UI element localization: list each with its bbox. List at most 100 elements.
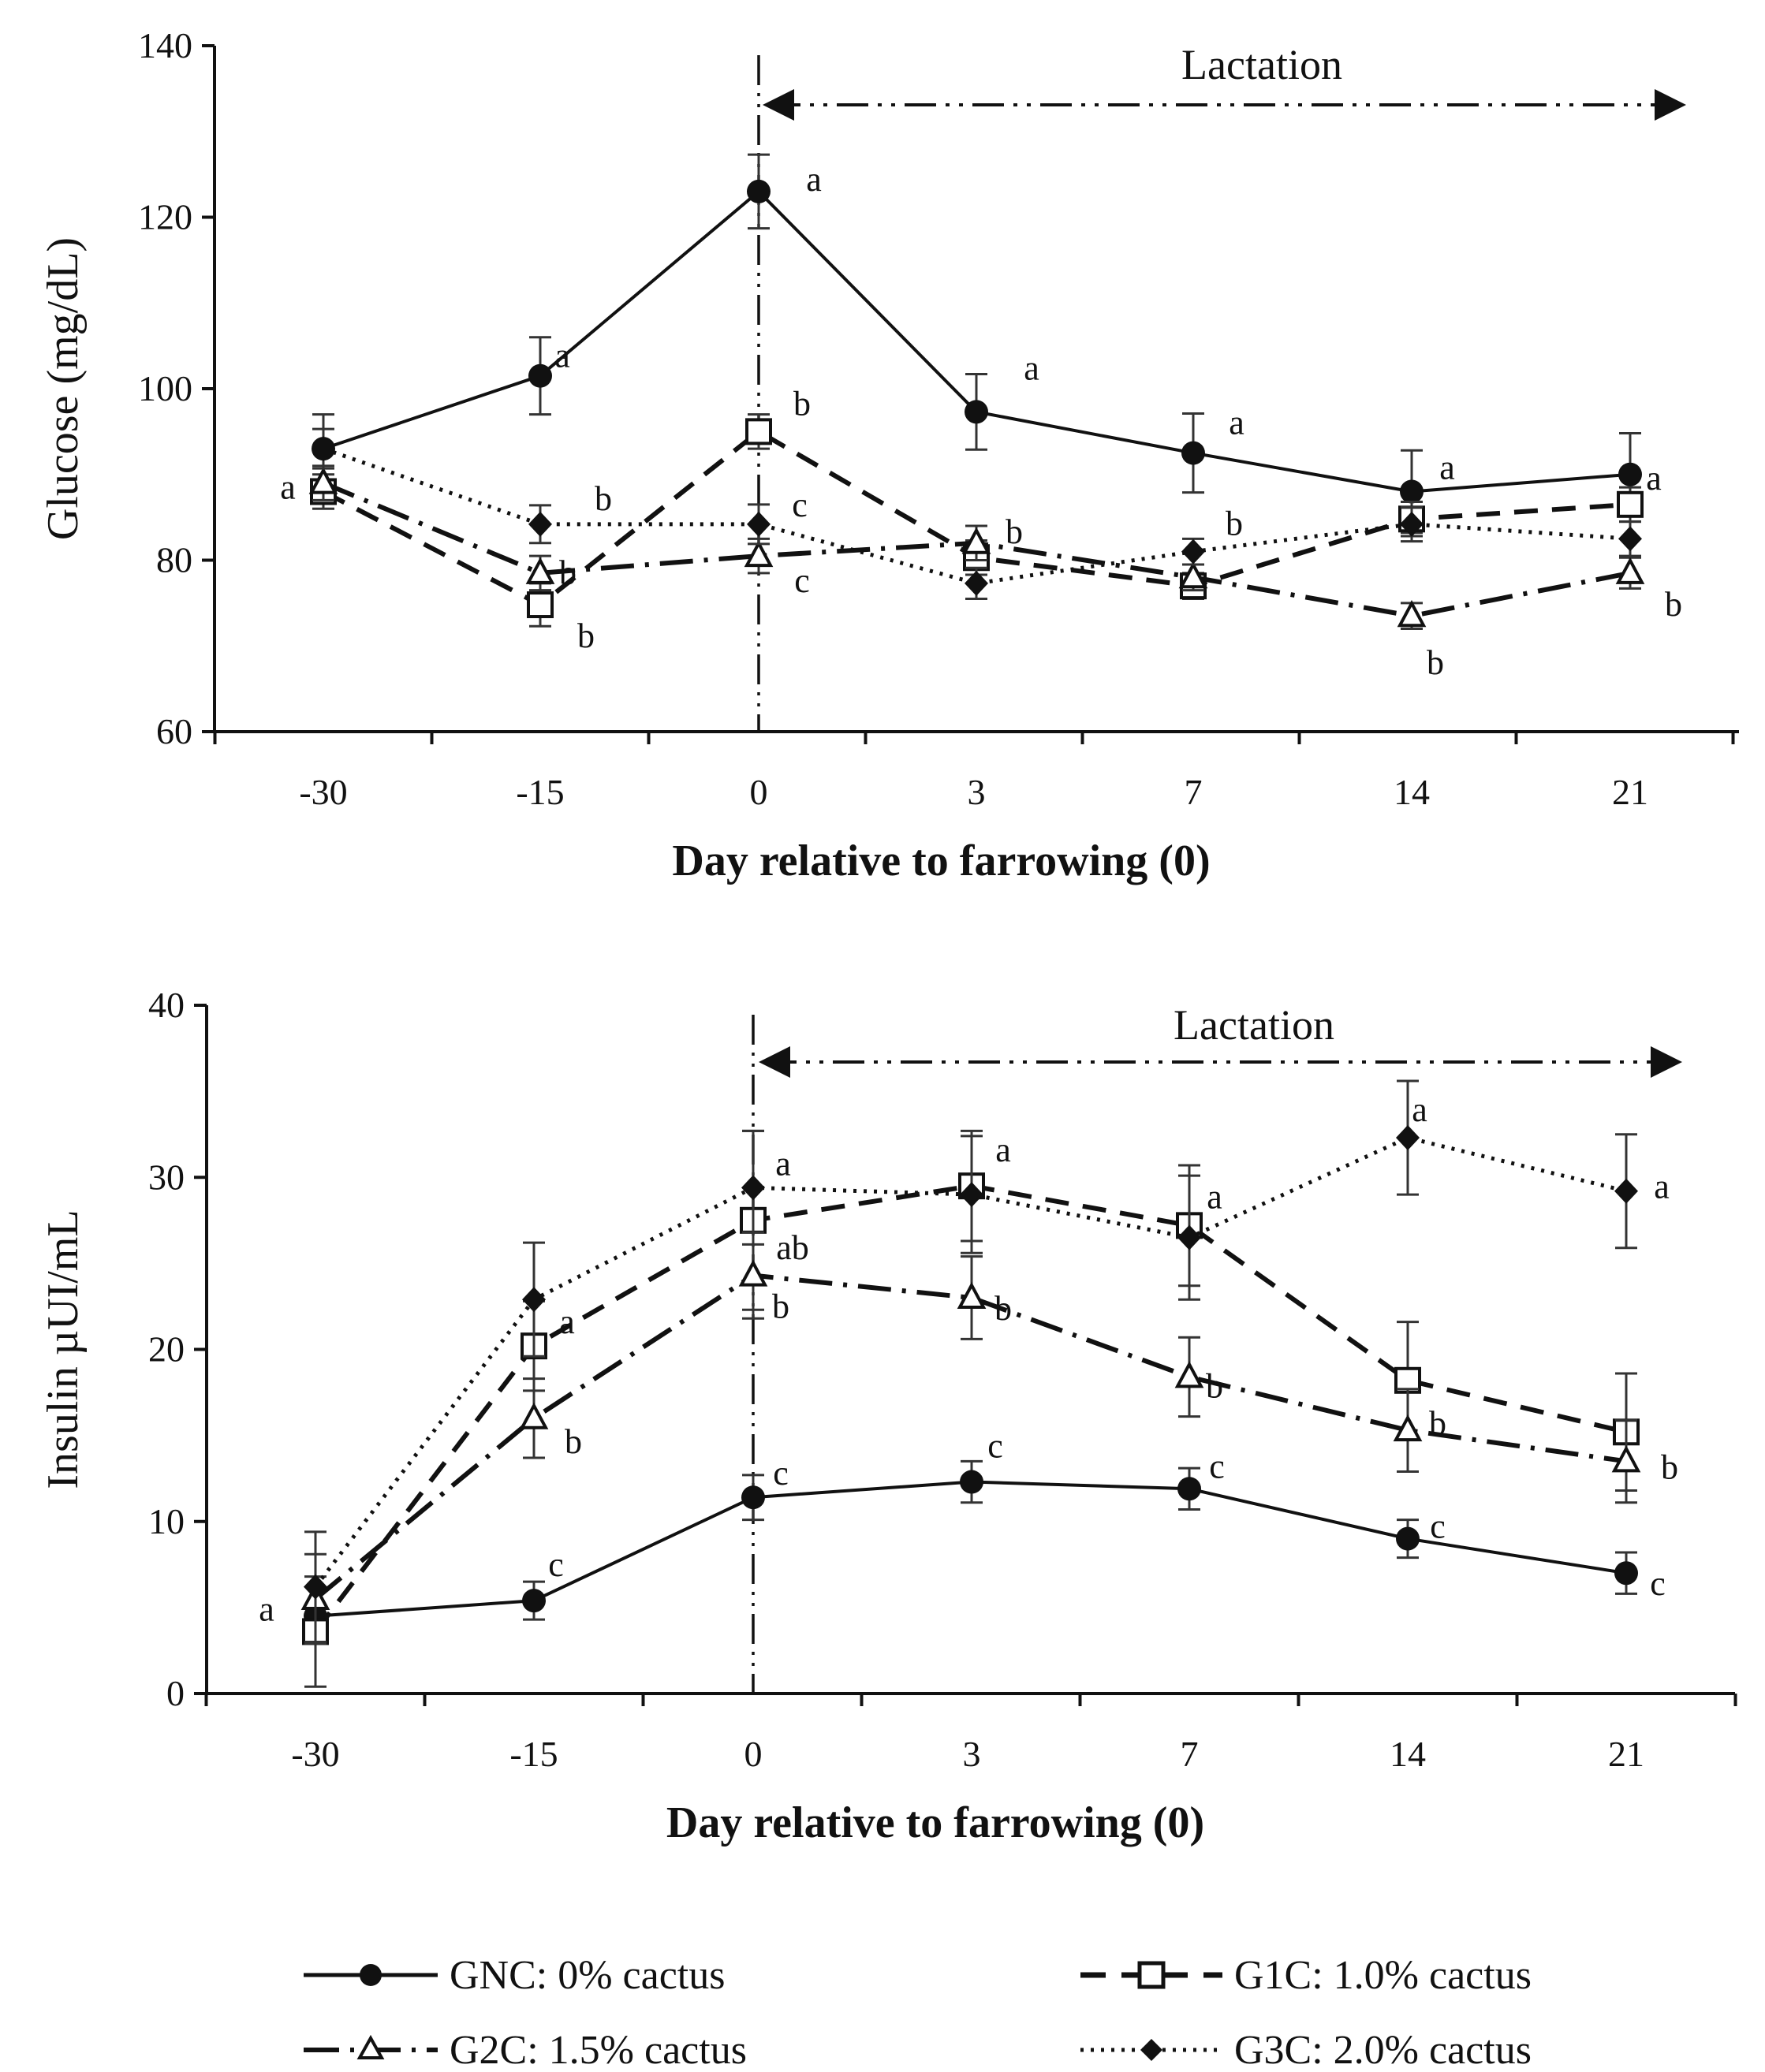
x-tick-label: -30 bbox=[299, 772, 347, 812]
significance-label: b bbox=[1665, 585, 1682, 624]
data-point-g3c bbox=[1618, 526, 1642, 552]
data-point-gnc bbox=[741, 1485, 765, 1510]
significance-label: a bbox=[1229, 404, 1244, 442]
series-gnc: c c c c c c bbox=[304, 1427, 1666, 1628]
significance-label: a bbox=[554, 337, 570, 375]
significance-label: c bbox=[1209, 1447, 1225, 1485]
data-point-gnc bbox=[747, 179, 771, 203]
significance-label: a bbox=[806, 160, 822, 199]
data-point-g3c bbox=[741, 1175, 765, 1201]
legend-label-g1c: G1C: 1.0% cactus bbox=[1234, 1953, 1532, 1998]
x-tick-label: 3 bbox=[968, 772, 986, 812]
x-tick-label: 7 bbox=[1185, 772, 1203, 812]
chart-panel-insulin: 0 10 20 30 40 -30 -15 0 3 7 14 21 Day relative to fa… bbox=[39, 985, 1737, 1847]
data-point-g2c bbox=[1397, 599, 1427, 628]
data-point-g2c bbox=[1178, 561, 1208, 589]
significance-label: a bbox=[1412, 1090, 1427, 1129]
significance-label: b bbox=[1006, 512, 1023, 551]
data-point-g2c bbox=[1393, 1414, 1423, 1442]
legend-entry-g3c: G3C: 2.0% cactus bbox=[1080, 2028, 1532, 2072]
y-axis-title: Insulin µUI/mL bbox=[39, 1209, 88, 1489]
significance-label: b bbox=[1661, 1448, 1678, 1486]
x-tick-label: 3 bbox=[963, 1734, 981, 1774]
significance-label: ab bbox=[776, 1228, 809, 1267]
data-point-gnc bbox=[960, 1470, 983, 1494]
significance-label: a bbox=[1207, 1177, 1222, 1216]
y-tick-label: 20 bbox=[148, 1329, 185, 1370]
data-point-g2c bbox=[961, 527, 991, 554]
y-tick-label: 60 bbox=[156, 711, 192, 751]
y-tick-label: 140 bbox=[138, 25, 192, 65]
data-point-gnc bbox=[965, 400, 988, 424]
lactation-label: Lactation bbox=[1181, 41, 1342, 88]
legend-marker-g3c bbox=[1140, 2039, 1162, 2061]
data-point-g2c bbox=[519, 1402, 549, 1429]
x-tick-label: 14 bbox=[1390, 1734, 1426, 1774]
significance-label: a bbox=[775, 1144, 791, 1183]
x-tick-label: 21 bbox=[1608, 1734, 1644, 1774]
data-point-g3c bbox=[965, 570, 988, 596]
legend-entry-g1c: G1C: 1.0% cactus bbox=[1080, 1953, 1532, 1998]
x-tick-label: 7 bbox=[1181, 1734, 1199, 1774]
x-tick-label: 14 bbox=[1394, 772, 1430, 812]
significance-label: a bbox=[1654, 1168, 1670, 1206]
x-tick-label: 0 bbox=[750, 772, 768, 812]
significance-label: b bbox=[559, 553, 577, 592]
data-point-g1c bbox=[745, 418, 772, 445]
x-tick-label: -15 bbox=[516, 772, 564, 812]
data-point-g3c bbox=[747, 511, 771, 537]
significance-label: b bbox=[565, 1422, 582, 1461]
y-tick-label: 10 bbox=[148, 1501, 185, 1541]
data-point-gnc bbox=[1614, 1561, 1638, 1586]
legend-marker-g2c bbox=[356, 2034, 385, 2059]
data-point-gnc bbox=[1181, 441, 1205, 465]
significance-label: b bbox=[595, 479, 612, 518]
legend-marker-g1c bbox=[1137, 1961, 1166, 1989]
significance-label: c bbox=[792, 486, 808, 524]
significance-label: c bbox=[773, 1454, 789, 1493]
data-point-g1c bbox=[1617, 490, 1644, 518]
legend: GNC: 0% cactus G1C: 1.0% cactus G2C: 1.5… bbox=[304, 1953, 1532, 2072]
significance-label: b bbox=[1226, 505, 1243, 543]
y-tick-label: 120 bbox=[138, 197, 192, 237]
x-axis-title: Day relative to farrowing (0) bbox=[672, 837, 1210, 885]
significance-label: a bbox=[559, 1302, 575, 1341]
significance-label: c bbox=[1650, 1564, 1666, 1603]
lactation-label: Lactation bbox=[1174, 1001, 1334, 1049]
legend-marker-gnc bbox=[360, 1964, 382, 1986]
data-point-gnc bbox=[1618, 462, 1642, 486]
data-point-g3c bbox=[1400, 511, 1424, 537]
data-point-gnc bbox=[528, 363, 552, 388]
legend-label-gnc: GNC: 0% cactus bbox=[450, 1953, 725, 1998]
y-tick-label: 0 bbox=[166, 1673, 185, 1713]
x-tick-label: 0 bbox=[744, 1734, 763, 1774]
significance-label: a bbox=[280, 468, 296, 507]
y-tick-label: 80 bbox=[156, 540, 192, 580]
significance-label: a bbox=[259, 1589, 274, 1628]
data-point-g3c bbox=[1396, 1125, 1420, 1151]
significance-label: c bbox=[548, 1545, 564, 1584]
data-point-g2c bbox=[1615, 557, 1645, 584]
legend-entry-gnc: GNC: 0% cactus bbox=[304, 1953, 725, 1998]
data-point-g2c bbox=[525, 557, 555, 584]
data-point-gnc bbox=[1177, 1477, 1201, 1501]
significance-label: c bbox=[987, 1427, 1003, 1466]
data-point-g3c bbox=[1614, 1178, 1638, 1204]
significance-label: b bbox=[577, 617, 595, 655]
data-point-g3c bbox=[528, 511, 552, 537]
data-point-g2c bbox=[1174, 1361, 1204, 1388]
data-point-g2c bbox=[308, 467, 338, 494]
significance-label: a bbox=[1439, 449, 1455, 487]
y-tick-label: 100 bbox=[138, 368, 192, 408]
data-point-g2c bbox=[1611, 1445, 1641, 1473]
data-point-g3c bbox=[960, 1182, 983, 1208]
significance-label: b bbox=[1427, 643, 1444, 682]
legend-label-g2c: G2C: 1.5% cactus bbox=[450, 2028, 747, 2072]
data-point-g3c bbox=[1181, 538, 1205, 565]
data-point-gnc bbox=[522, 1589, 546, 1613]
series-gnc: a a a a a a bbox=[312, 153, 1662, 535]
series-g1c: abb bbox=[280, 384, 1644, 655]
series-g3c: a a a bbox=[304, 1079, 1670, 1644]
